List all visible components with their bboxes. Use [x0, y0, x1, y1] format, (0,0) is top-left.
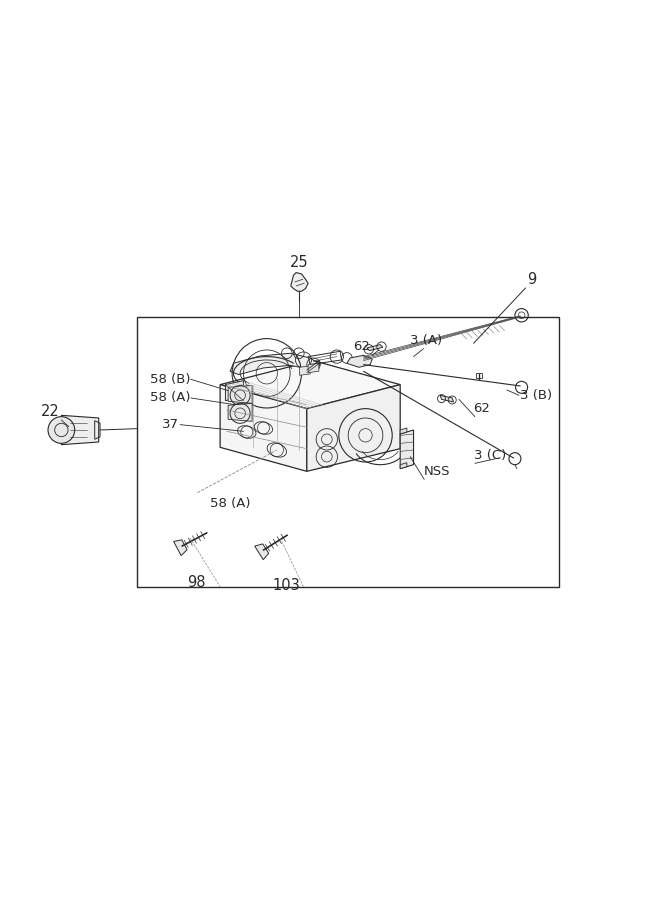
Text: 58 (A): 58 (A): [149, 392, 190, 404]
Polygon shape: [220, 361, 400, 409]
Polygon shape: [228, 385, 252, 403]
Polygon shape: [308, 364, 319, 373]
Polygon shape: [173, 540, 187, 555]
Text: 103: 103: [273, 578, 301, 593]
Text: 58 (B): 58 (B): [149, 373, 190, 386]
Text: 98: 98: [187, 575, 206, 590]
Polygon shape: [255, 544, 269, 560]
Text: 37: 37: [162, 418, 179, 431]
Polygon shape: [440, 395, 454, 402]
Text: 9: 9: [527, 272, 536, 286]
Polygon shape: [220, 384, 307, 472]
Text: 62: 62: [474, 402, 490, 415]
Polygon shape: [367, 345, 383, 351]
Text: 22: 22: [41, 404, 60, 419]
Polygon shape: [299, 366, 310, 375]
Polygon shape: [61, 415, 99, 445]
Text: 62: 62: [354, 340, 370, 354]
Text: 58 (A): 58 (A): [210, 497, 250, 509]
Polygon shape: [400, 428, 407, 434]
Text: 25: 25: [289, 255, 308, 270]
Polygon shape: [225, 381, 243, 400]
Polygon shape: [228, 403, 252, 421]
Text: 3 (C): 3 (C): [474, 449, 506, 462]
Circle shape: [48, 417, 75, 444]
Text: 3 (B): 3 (B): [520, 389, 552, 401]
Polygon shape: [400, 430, 414, 469]
Text: 3 (A): 3 (A): [410, 334, 442, 346]
Polygon shape: [291, 273, 308, 292]
Polygon shape: [400, 463, 407, 469]
Polygon shape: [347, 356, 372, 367]
Polygon shape: [230, 354, 320, 374]
Polygon shape: [307, 384, 400, 472]
Text: NSS: NSS: [424, 465, 450, 478]
